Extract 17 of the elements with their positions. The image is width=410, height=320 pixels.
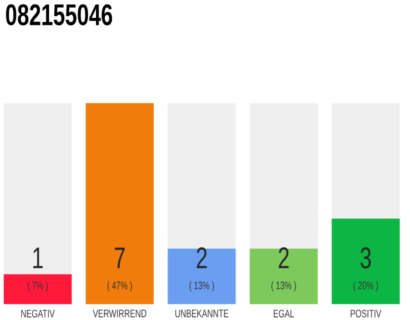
- annotation: 7: [114, 248, 125, 268]
- annotation: 2: [278, 247, 289, 268]
- annotation: 1: [33, 248, 43, 268]
- data-label: ( 13% ): [189, 281, 214, 292]
- data-label: ( 20% ): [353, 281, 378, 292]
- data-label: ( 47% ): [107, 281, 132, 292]
- x-tick-label: UNBEKANNTE: [175, 310, 228, 318]
- x-tick-label: EGAL: [274, 310, 294, 318]
- data-label: ( 7% ): [28, 281, 48, 292]
- annotation: 2: [196, 247, 207, 268]
- x-tick-label: NEGATIV: [21, 310, 55, 318]
- annotation: 3: [360, 247, 371, 268]
- bar: [4, 274, 72, 304]
- x-tick-label: POSITIV: [350, 310, 382, 318]
- x-tick-label: VERWIRREND: [92, 310, 146, 318]
- chart-title: 082155046: [6, 4, 112, 26]
- data-label: ( 13% ): [271, 281, 296, 292]
